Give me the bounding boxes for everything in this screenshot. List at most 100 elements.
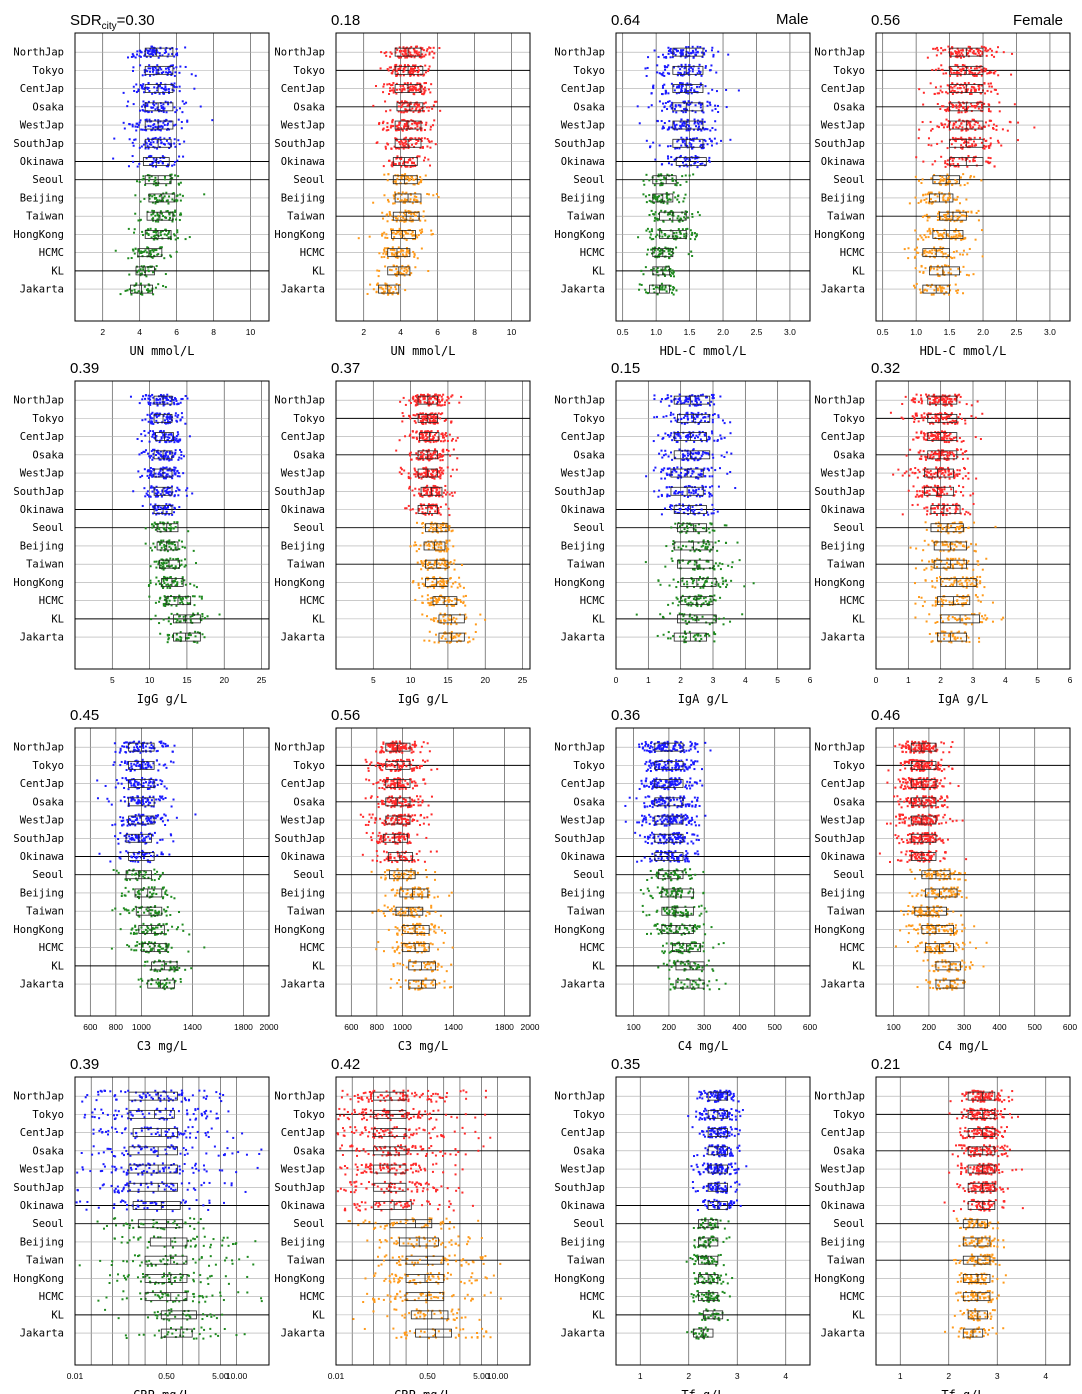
data-point bbox=[433, 414, 436, 417]
data-point bbox=[417, 89, 420, 92]
data-point bbox=[186, 119, 189, 122]
data-point bbox=[934, 252, 937, 255]
data-point bbox=[437, 470, 440, 473]
data-point bbox=[159, 139, 162, 142]
data-point bbox=[957, 267, 960, 270]
data-point bbox=[151, 249, 154, 252]
data-point bbox=[173, 160, 176, 163]
data-point bbox=[133, 252, 136, 255]
data-point bbox=[166, 122, 169, 125]
data-point bbox=[162, 433, 165, 436]
data-point bbox=[412, 238, 415, 241]
data-point bbox=[667, 157, 670, 160]
data-point bbox=[943, 293, 946, 296]
data-point bbox=[672, 286, 675, 289]
data-point bbox=[150, 129, 153, 132]
data-point bbox=[424, 456, 427, 459]
data-point bbox=[384, 145, 387, 148]
data-point bbox=[162, 394, 165, 397]
data-point bbox=[923, 234, 926, 237]
data-point bbox=[650, 200, 653, 203]
data-point bbox=[415, 234, 418, 237]
data-point bbox=[942, 287, 945, 290]
data-point bbox=[674, 147, 677, 150]
data-point bbox=[418, 508, 421, 511]
data-point bbox=[664, 246, 667, 249]
data-point bbox=[199, 105, 202, 108]
data-point bbox=[447, 507, 450, 510]
data-point bbox=[178, 456, 181, 459]
data-point bbox=[166, 583, 169, 586]
data-point bbox=[198, 595, 201, 598]
data-point bbox=[421, 145, 424, 148]
data-point bbox=[704, 66, 707, 69]
data-point bbox=[977, 219, 980, 222]
iqr-box bbox=[144, 47, 174, 57]
data-point bbox=[167, 165, 170, 168]
data-point bbox=[145, 157, 148, 160]
data-point bbox=[944, 108, 947, 111]
data-point bbox=[161, 125, 164, 128]
data-point bbox=[152, 54, 155, 57]
data-point bbox=[402, 118, 405, 121]
data-point bbox=[695, 137, 698, 140]
data-point bbox=[951, 52, 954, 55]
data-point bbox=[981, 69, 984, 72]
data-point bbox=[962, 102, 965, 105]
data-point bbox=[175, 66, 178, 69]
data-point bbox=[994, 88, 997, 91]
data-point bbox=[652, 141, 655, 144]
data-point bbox=[960, 111, 963, 114]
data-point bbox=[429, 431, 432, 434]
data-point bbox=[149, 546, 152, 549]
data-point bbox=[390, 89, 393, 92]
data-point bbox=[697, 122, 700, 125]
data-point bbox=[427, 513, 430, 516]
data-point bbox=[439, 440, 442, 443]
data-point bbox=[962, 292, 965, 295]
data-point bbox=[395, 265, 398, 268]
data-point bbox=[178, 615, 181, 618]
data-point bbox=[149, 472, 152, 475]
data-point bbox=[940, 265, 943, 268]
data-point bbox=[929, 191, 932, 194]
data-point bbox=[405, 268, 408, 271]
data-point bbox=[924, 249, 927, 252]
city-label: HongKong bbox=[13, 229, 64, 241]
data-point bbox=[717, 110, 720, 113]
data-point bbox=[140, 145, 143, 148]
data-point bbox=[672, 191, 675, 194]
data-point bbox=[168, 486, 171, 489]
data-point bbox=[398, 233, 401, 236]
data-point bbox=[946, 92, 949, 95]
x-tick-label: 1.0 bbox=[910, 327, 922, 337]
data-point bbox=[429, 422, 432, 425]
data-point bbox=[415, 177, 418, 180]
data-point bbox=[444, 484, 447, 487]
data-point bbox=[388, 66, 391, 69]
data-point bbox=[964, 140, 967, 143]
data-point bbox=[656, 71, 659, 74]
data-point bbox=[420, 247, 423, 250]
data-point bbox=[409, 454, 412, 457]
data-point bbox=[694, 235, 697, 238]
data-point bbox=[185, 489, 188, 492]
data-point bbox=[451, 468, 454, 471]
data-point bbox=[179, 199, 182, 202]
data-point bbox=[155, 492, 158, 495]
data-point bbox=[658, 72, 661, 75]
data-point bbox=[180, 580, 183, 583]
data-point bbox=[167, 202, 170, 205]
data-point bbox=[976, 103, 979, 106]
data-point bbox=[429, 455, 432, 458]
data-point bbox=[181, 100, 184, 103]
city-label: Tokyo bbox=[833, 65, 865, 77]
data-point bbox=[675, 92, 678, 95]
data-point bbox=[933, 289, 936, 292]
data-point bbox=[158, 528, 161, 531]
data-point bbox=[171, 64, 174, 67]
data-point bbox=[677, 86, 680, 89]
data-point bbox=[432, 422, 435, 425]
data-point bbox=[946, 107, 949, 110]
data-point bbox=[383, 194, 386, 197]
